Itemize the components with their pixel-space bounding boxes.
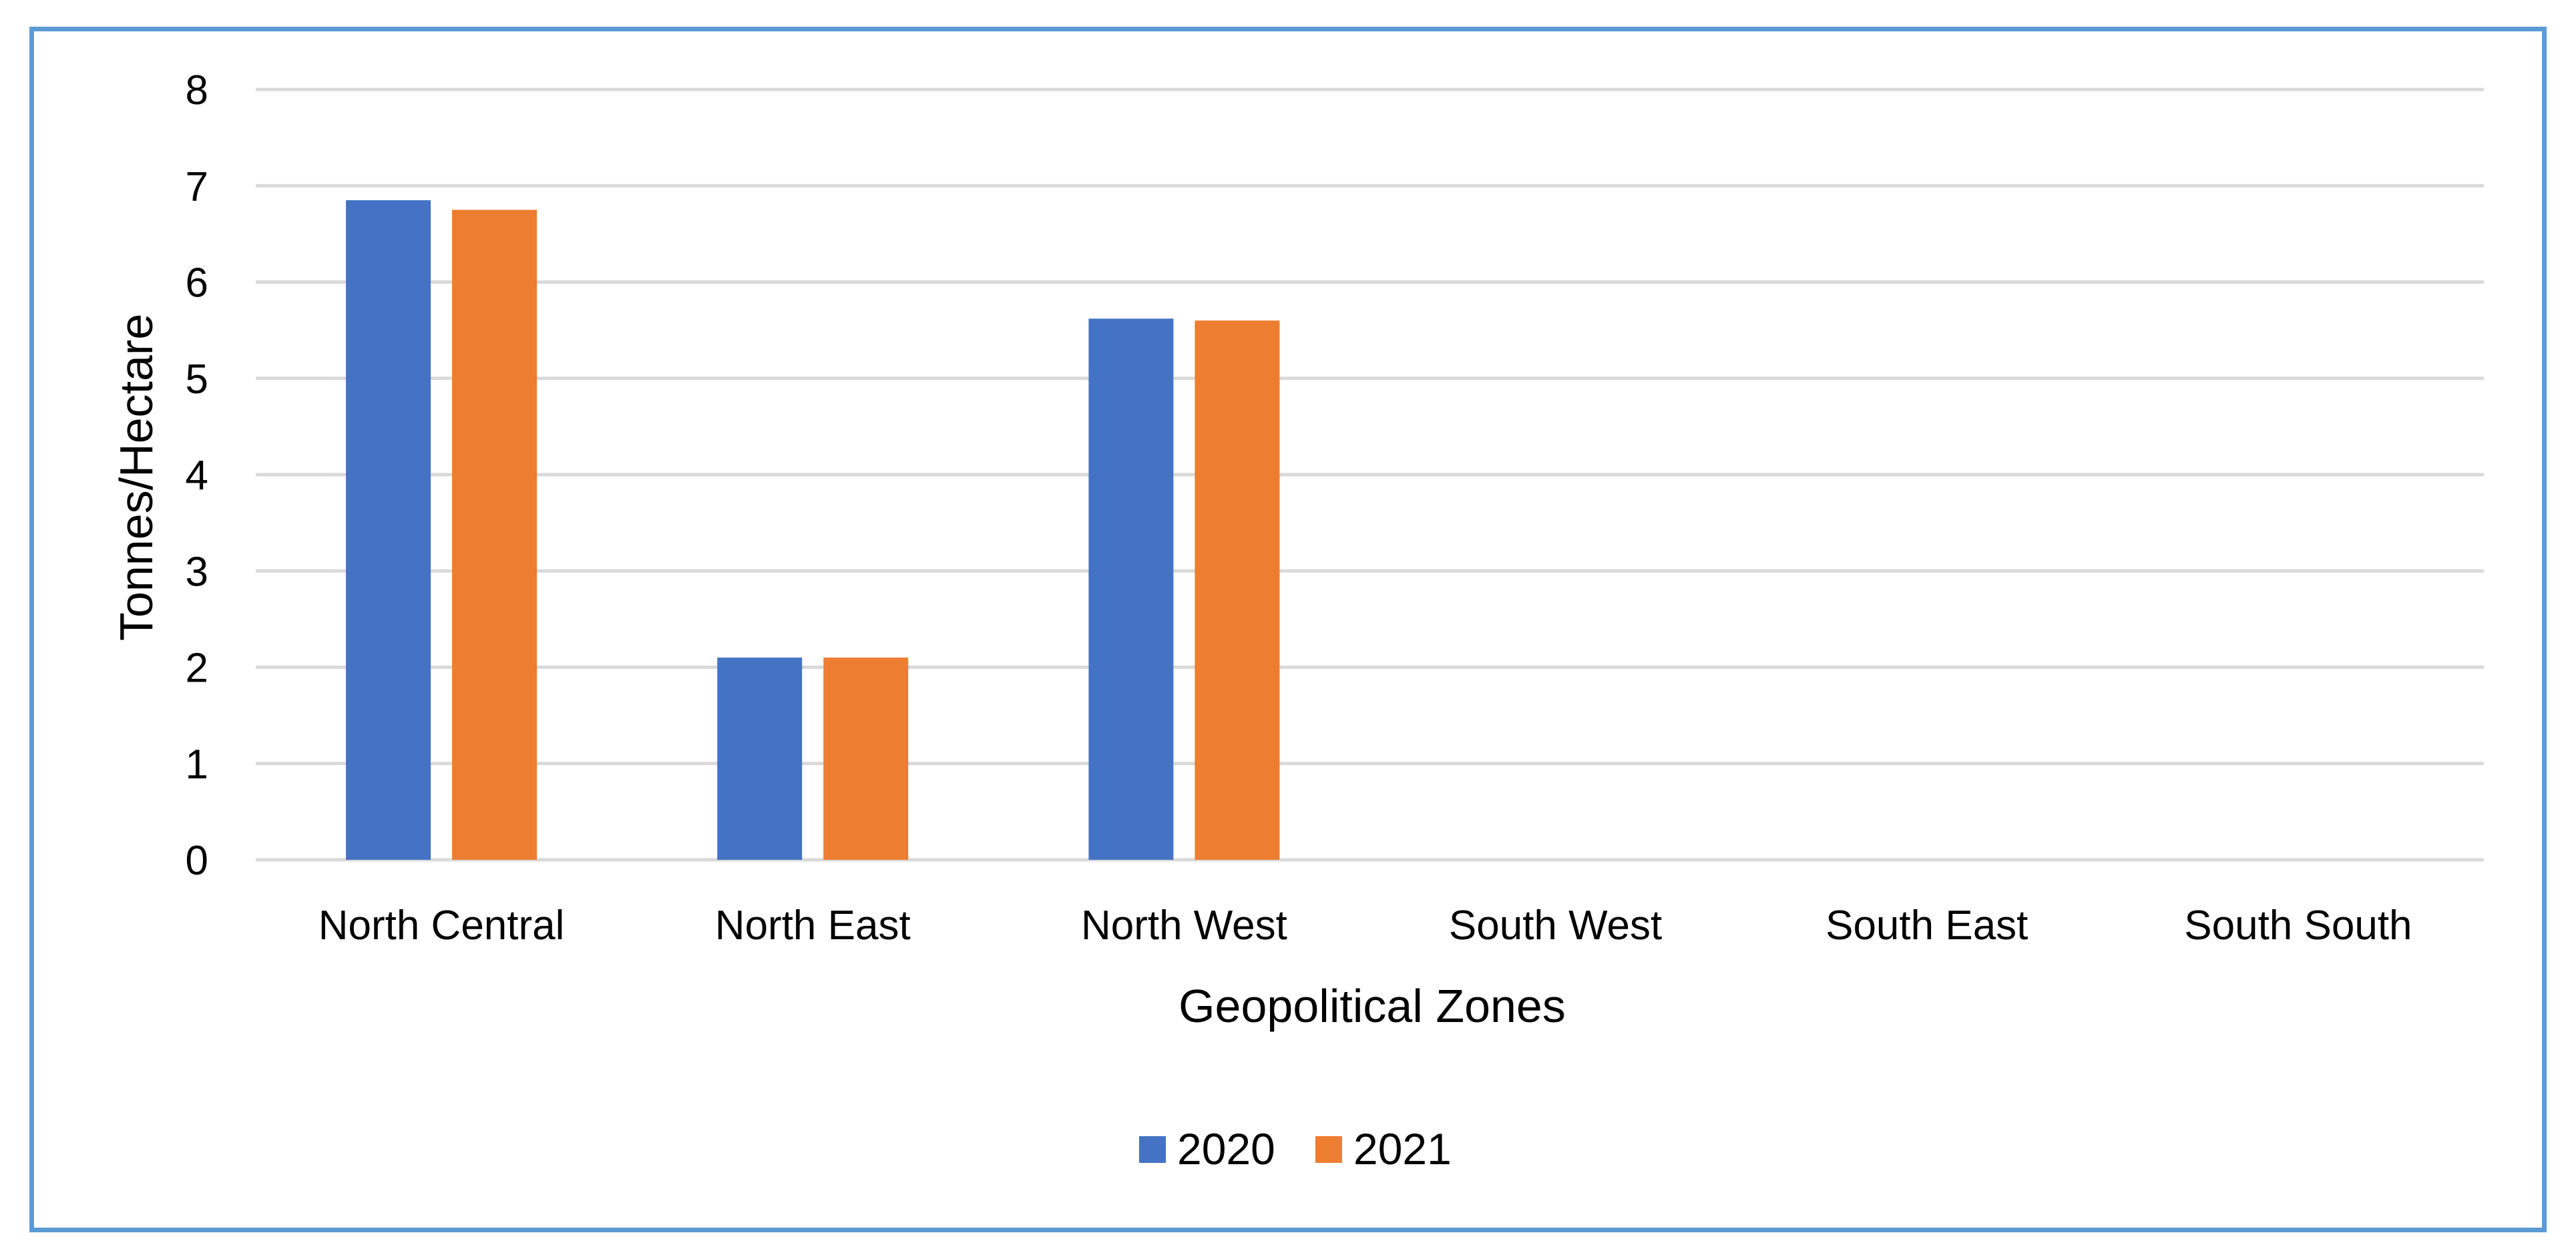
legend-label-2020: 2020 (1177, 1124, 1275, 1174)
legend-swatch-2020 (1139, 1136, 1166, 1163)
bar-2020-north-east (717, 658, 803, 860)
bar-2020-north-west (1088, 318, 1174, 860)
x-axis-title: Geopolitical Zones (1178, 980, 1566, 1032)
y-tick-label: 6 (186, 260, 208, 306)
bars (346, 200, 1280, 860)
y-tick-label: 7 (186, 164, 208, 210)
y-tick-label: 1 (186, 742, 208, 788)
x-tick-label: North East (715, 903, 911, 949)
bar-2021-north-central (452, 210, 538, 860)
y-tick-label: 3 (186, 549, 208, 595)
bar-2020-north-central (346, 200, 431, 860)
gridlines (256, 87, 2484, 862)
x-tick-label: South West (1449, 903, 1662, 949)
chart-frame (29, 27, 2547, 1232)
y-tick-label: 5 (186, 356, 208, 403)
x-tick-label: North Central (318, 903, 565, 949)
x-axis-ticks: North Central North East North West South W… (318, 903, 2412, 949)
x-tick-label: North West (1081, 903, 1287, 949)
y-tick-label: 8 (186, 67, 208, 113)
legend: 2020 2021 (1139, 1124, 1452, 1174)
y-tick-label: 4 (186, 453, 208, 499)
legend-swatch-2021 (1315, 1136, 1342, 1163)
y-axis-ticks: 0 1 2 3 4 5 6 7 8 (186, 67, 208, 884)
legend-label-2021: 2021 (1353, 1124, 1452, 1174)
y-tick-label: 0 (186, 838, 208, 884)
y-axis-title: Tonnes/Hectare (110, 314, 162, 641)
y-tick-label: 2 (186, 646, 208, 692)
x-tick-label: South East (1826, 903, 2028, 949)
bar-2021-north-west (1195, 320, 1280, 860)
x-tick-label: South South (2184, 903, 2412, 949)
bar-2021-north-east (823, 658, 909, 860)
